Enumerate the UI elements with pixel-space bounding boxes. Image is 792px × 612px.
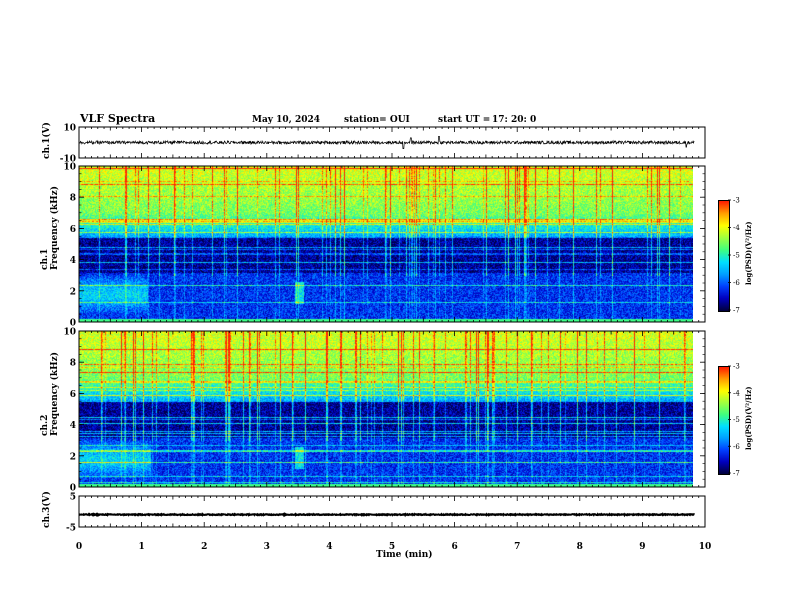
ch1-waveform-ylabel: ch.1(V) [42, 122, 52, 159]
x-tick-label: 4 [326, 542, 332, 552]
y-tick-label: 0 [70, 319, 76, 329]
colorbar-tick-label: -7 [733, 307, 740, 315]
colorbar-tick-label: -6 [733, 279, 740, 287]
y-tick-label: 2 [70, 452, 76, 462]
y-tick-label: 2 [70, 287, 76, 297]
chart-title: VLF Spectra [80, 112, 156, 125]
x-tick-label: 7 [514, 542, 520, 552]
ch2-colorbar-label: log(PSD)(V²/Hz) [744, 386, 753, 450]
y-tick-label: -10 [60, 155, 76, 165]
y-tick-label: 10 [63, 328, 76, 338]
y-tick-label: 8 [70, 194, 76, 204]
y-tick-label: 10 [63, 124, 76, 134]
y-tick-label: 5 [70, 493, 76, 503]
date-label: May 10, 2024 [252, 115, 320, 125]
x-tick-label: 3 [264, 542, 270, 552]
y-tick-label: 4 [70, 421, 76, 431]
x-tick-label: 8 [577, 542, 583, 552]
panel-frame [78, 330, 706, 488]
y-tick-label: 0 [70, 484, 76, 494]
y-tick-label: 6 [70, 390, 76, 400]
start-ut-label: start UT = [438, 115, 491, 125]
colorbar-tick-label: -6 [733, 443, 740, 451]
ch1-colorbar-label: log(PSD)(V²/Hz) [744, 221, 753, 285]
panel-frame [78, 165, 706, 323]
colorbar-tick-label: -7 [733, 470, 740, 478]
x-tick-label: 9 [639, 542, 645, 552]
ch1-colorbar [718, 200, 730, 312]
ch2-spectrogram-ylabel-text: ch.2 Frequency (kHz) [40, 351, 60, 436]
colorbar-tick-label: -3 [733, 197, 740, 205]
y-tick-label: -5 [66, 524, 76, 534]
colorbar-tick-label: -5 [733, 416, 740, 424]
colorbar-tick-label: -3 [733, 363, 740, 371]
ch3-waveform-trace [78, 511, 696, 518]
x-tick-label: 0 [76, 542, 82, 552]
ch2-colorbar [718, 366, 730, 475]
colorbar-tick-label: -4 [733, 389, 740, 397]
y-tick-label: 8 [70, 359, 76, 369]
ch1-waveform-trace [78, 135, 695, 150]
ch1-spectrogram-ylabel-text: ch.1 Frequency (kHz) [40, 185, 60, 270]
x-tick-label: 6 [451, 542, 457, 552]
x-tick-label: 10 [699, 542, 712, 552]
y-tick-label: 6 [70, 225, 76, 235]
start-ut-value: 17: 20: 0 [492, 115, 537, 125]
ch2-spectrogram-image [79, 331, 693, 487]
x-tick-label: 1 [138, 542, 144, 552]
y-tick-label: 4 [70, 256, 76, 266]
x-tick-label: 2 [201, 542, 207, 552]
ch1-spectrogram-ylabel: ch.1 Frequency (kHz) [40, 186, 60, 270]
colorbar-tick-label: -5 [733, 252, 740, 260]
ch3-waveform-ylabel: ch.3(V) [42, 491, 52, 528]
x-tick-label: 5 [389, 542, 395, 552]
colorbar-tick-label: -4 [733, 224, 740, 232]
ch2-spectrogram-ylabel: ch.2 Frequency (kHz) [40, 352, 60, 436]
y-tick-label: 10 [63, 163, 76, 173]
station-label: station= OUI [344, 115, 410, 125]
x-axis-label: Time (min) [376, 550, 433, 560]
ch1-spectrogram-image [79, 166, 693, 322]
